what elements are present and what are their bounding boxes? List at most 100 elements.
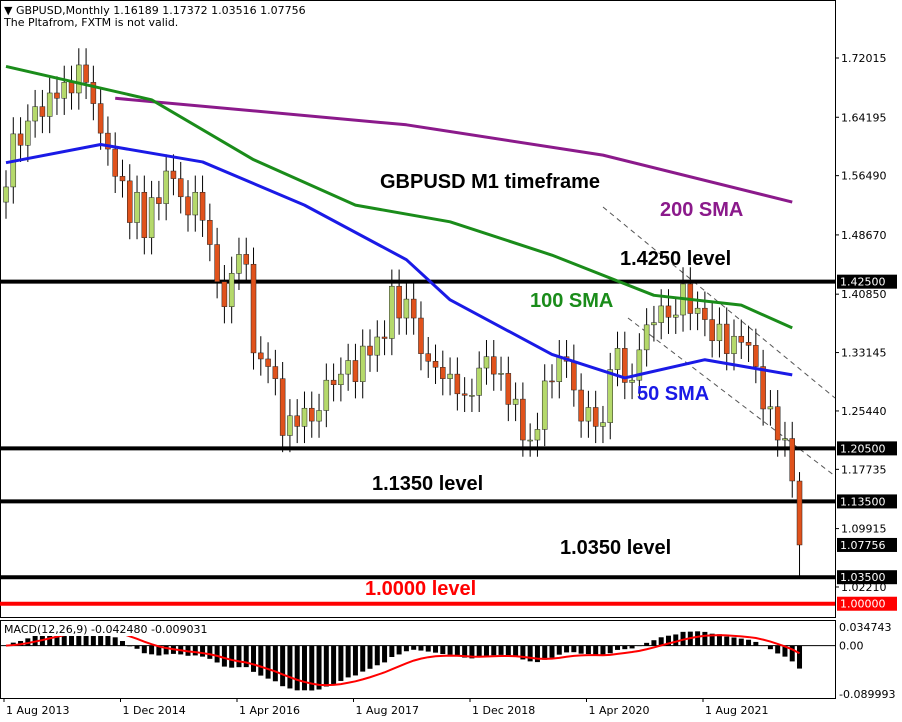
candle-body <box>396 285 402 319</box>
candle-body <box>738 335 745 343</box>
macd-bar <box>214 645 220 663</box>
candle-body <box>702 307 708 320</box>
candle-body <box>527 439 533 442</box>
candle-body <box>447 373 453 379</box>
collapse-triangle-icon[interactable]: ▼ <box>4 4 13 17</box>
candle-body <box>614 348 621 370</box>
candle-body <box>3 186 9 203</box>
candle-body <box>585 407 592 422</box>
candle-body <box>141 191 148 238</box>
candle-body <box>374 336 381 356</box>
candle-body <box>345 360 351 375</box>
candle-body <box>512 398 519 405</box>
macd-bar <box>316 645 322 690</box>
candle-body <box>170 170 177 179</box>
price-label: 1.00000 <box>840 598 886 611</box>
candle-body <box>745 342 752 346</box>
candle-body <box>607 369 613 423</box>
macd-bar <box>505 645 511 657</box>
macd-signal-line <box>5 628 800 687</box>
annotation-sma50: 50 SMA <box>637 383 710 405</box>
candle-body <box>272 366 279 379</box>
candle-body <box>236 254 242 274</box>
annotation-sma100: 100 SMA <box>530 290 614 312</box>
macd-bar <box>127 645 133 647</box>
macd-bar <box>265 645 271 679</box>
macd-bar <box>534 645 540 663</box>
candle-body <box>731 335 737 354</box>
macd-bar <box>556 645 562 655</box>
candle-body <box>410 298 417 319</box>
candle-body <box>425 353 431 362</box>
candle-body <box>54 92 60 99</box>
candle-body <box>658 305 664 323</box>
warning-text: The Pltafrom, FXTM is not valid. <box>4 16 179 29</box>
candle-body <box>774 406 781 441</box>
candle-body <box>461 393 468 396</box>
macd-bar <box>331 645 337 684</box>
candle-body <box>127 180 133 223</box>
macd-bar <box>411 645 417 650</box>
candle-body <box>323 379 330 411</box>
macd-bar <box>629 645 635 649</box>
candle-body <box>600 422 606 427</box>
candle-body <box>105 132 111 150</box>
macd-bar <box>294 645 300 691</box>
macd-bar <box>527 645 533 662</box>
macd-bar <box>491 645 497 656</box>
macd-bar <box>498 645 504 655</box>
macd-bar <box>382 645 388 663</box>
price-label-box <box>837 441 897 456</box>
y-tick-label: 1.33145 <box>841 347 887 360</box>
candle-body <box>265 358 271 367</box>
y-tick-label: 1.17735 <box>841 463 887 476</box>
x-tick-label: 1 Apr 2020 <box>589 704 650 717</box>
macd-bar <box>549 645 555 658</box>
main-panel-frame <box>0 0 836 618</box>
macd-y-tick-label: 0.034743 <box>839 621 892 634</box>
candle-body <box>389 285 395 339</box>
macd-bar <box>462 645 468 658</box>
price-label: 1.13500 <box>840 495 886 508</box>
candle-body <box>469 395 475 397</box>
macd-bar <box>374 645 380 666</box>
macd-bar <box>709 633 715 646</box>
candle-body <box>112 148 118 177</box>
macd-bar <box>258 645 264 676</box>
macd-bar <box>622 645 628 650</box>
annotation-level-10000: 1.0000 level <box>365 578 477 600</box>
macd-bar <box>753 641 759 646</box>
candle-body <box>134 191 140 223</box>
candle-body <box>636 349 643 381</box>
candle-body <box>622 348 628 383</box>
candle-body <box>250 263 257 354</box>
macd-bar <box>403 645 409 652</box>
candle-body <box>571 360 577 391</box>
candle-body <box>454 373 461 395</box>
macd-bar <box>25 638 31 646</box>
macd-bar <box>287 645 293 689</box>
y-tick-label: 1.72015 <box>841 52 887 65</box>
candle-body <box>97 103 104 134</box>
candle-body <box>673 314 679 318</box>
macd-bar <box>607 645 613 654</box>
macd-bar <box>112 637 118 646</box>
candle-body <box>651 322 657 326</box>
macd-bar <box>367 645 373 669</box>
price-label: 1.20500 <box>840 442 886 455</box>
candle-body <box>119 176 126 182</box>
chart-header: ▼ GBPUSD,Monthly 1.16189 1.17372 1.03516… <box>4 5 306 17</box>
macd-bar <box>243 645 249 668</box>
macd-bar <box>141 645 147 654</box>
sma-line-100 <box>5 64 793 330</box>
candle-body <box>432 360 439 368</box>
candle-body <box>61 82 67 99</box>
sma-line-50 <box>5 143 793 380</box>
annotation-level-11350: 1.1350 level <box>372 473 484 495</box>
candle-body <box>789 438 795 482</box>
macd-bar <box>338 645 344 681</box>
candle-body <box>629 379 635 383</box>
macd-title: MACD(12,26,9) -0.042480 -0.009031 <box>4 623 208 636</box>
candle-body <box>90 82 97 104</box>
macd-bar <box>782 645 788 657</box>
